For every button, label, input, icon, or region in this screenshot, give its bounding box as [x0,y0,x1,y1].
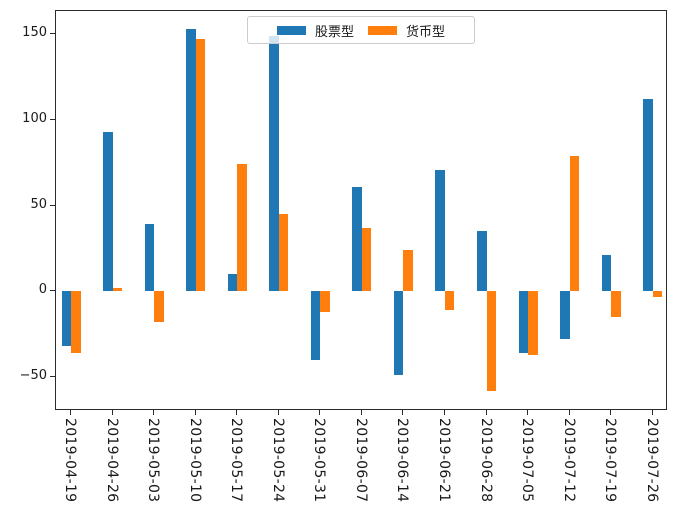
x-tick-mark [360,410,362,415]
bar-货币型-2019-05-10 [195,39,206,292]
legend: 股票型 货币型 [247,16,475,44]
x-tick-label: 2019-07-26 [643,418,660,503]
x-tick-label: 2019-06-07 [352,418,369,503]
x-tick-mark [651,410,653,415]
bar-股票型-2019-05-24 [269,35,279,292]
legend-entry-money: 货币型 [368,21,445,40]
bar-货币型-2019-06-21 [444,291,455,311]
bar-货币型-2019-07-05 [528,291,538,355]
legend-label-money: 货币型 [406,24,446,40]
x-tick-label: 2019-07-05 [519,418,536,503]
x-tick-mark [568,410,570,415]
y-tick-mark [50,204,55,206]
x-tick-label: 2019-05-03 [145,418,162,503]
x-tick-label: 2019-05-17 [228,418,245,503]
x-tick-mark [443,410,445,415]
x-tick-mark [527,410,529,415]
y-tick-label: 50 [30,196,47,212]
y-tick-mark [50,33,55,35]
x-tick-label: 2019-04-26 [103,418,120,503]
x-tick-mark [277,410,279,415]
bar-货币型-2019-05-03 [154,291,164,323]
legend-label-stock: 股票型 [314,24,354,40]
bar-货币型-2019-04-19 [71,291,81,354]
bar-货币型-2019-04-26 [112,287,123,292]
x-tick-mark [485,410,487,415]
y-tick-mark [50,118,55,120]
bar-股票型-2019-05-31 [310,291,321,360]
bar-货币型-2019-07-19 [611,291,621,318]
x-tick-mark [111,410,113,415]
x-tick-mark [236,410,238,415]
x-tick-label: 2019-06-21 [435,418,452,503]
x-tick-label: 2019-05-31 [311,418,328,503]
y-tick-mark [50,376,55,378]
x-tick-mark [402,410,404,415]
y-tick-label: 0 [38,282,47,298]
x-tick-label: 2019-05-10 [186,418,203,503]
bar-股票型-2019-05-10 [186,29,196,292]
bar-货币型-2019-05-31 [320,291,330,312]
plot-area [55,10,667,410]
bar-货币型-2019-07-12 [569,155,580,292]
x-tick-mark [153,410,155,415]
y-tick-label: 150 [22,25,47,41]
y-tick-label: −50 [19,368,47,384]
bar-货币型-2019-05-24 [278,214,289,292]
bar-股票型-2019-04-19 [61,291,71,347]
bar-货币型-2019-06-14 [403,250,413,292]
bar-股票型-2019-05-03 [144,224,155,292]
y-tick-label: 100 [22,110,47,126]
bar-股票型-2019-07-12 [560,291,570,340]
bar-货币型-2019-06-28 [486,291,496,391]
bar-股票型-2019-07-26 [643,99,653,292]
x-tick-label: 2019-06-14 [394,418,411,503]
x-tick-mark [194,410,196,415]
y-tick-mark [50,290,55,292]
x-tick-label: 2019-06-28 [477,418,494,503]
legend-entry-stock: 股票型 [276,21,354,40]
x-tick-label: 2019-07-12 [560,418,577,503]
x-tick-label: 2019-05-24 [269,418,286,503]
x-tick-mark [70,410,71,415]
bar-货币型-2019-07-26 [652,291,663,297]
bar-股票型-2019-06-07 [352,186,362,292]
bar-货币型-2019-05-17 [237,164,247,292]
bar-股票型-2019-07-19 [601,255,612,292]
bar-股票型-2019-07-05 [518,291,529,354]
bar-货币型-2019-06-07 [361,227,372,292]
stock-series-swatch-icon [276,25,306,35]
bar-股票型-2019-06-21 [435,169,445,292]
bar-股票型-2019-06-28 [477,231,487,292]
bar-股票型-2019-04-26 [103,131,113,292]
money-series-swatch-icon [368,25,397,35]
x-tick-label: 2019-07-19 [602,418,619,503]
bar-股票型-2019-05-17 [227,274,238,292]
x-tick-label: 2019-04-19 [62,418,78,503]
x-tick-mark [610,410,612,415]
bar-股票型-2019-06-14 [393,291,404,376]
x-tick-mark [319,410,321,415]
